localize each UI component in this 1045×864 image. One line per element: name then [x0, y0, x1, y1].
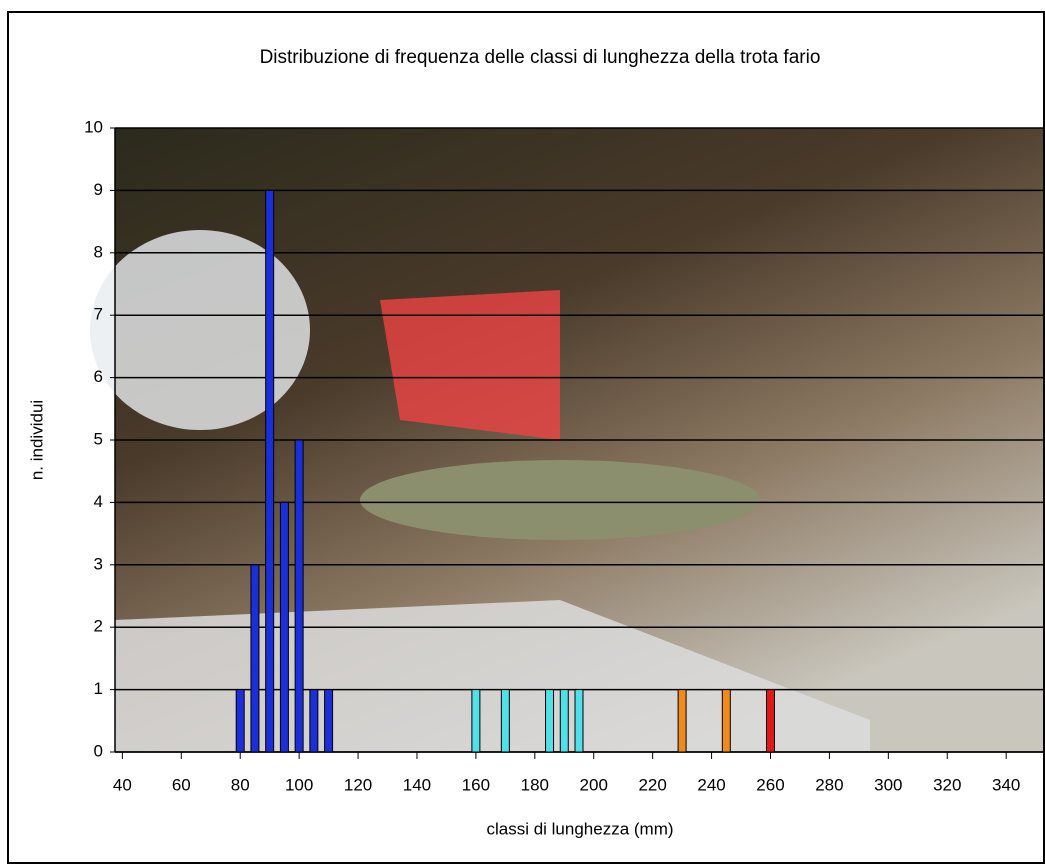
- bar: [235, 689, 245, 753]
- y-tick-label: 3: [94, 554, 103, 573]
- y-tick-label: 4: [94, 492, 103, 511]
- bar: [309, 689, 319, 753]
- photo-bowl: [90, 230, 310, 430]
- x-axis-label: classi di lunghezza (mm): [486, 819, 673, 838]
- x-tick-label: 340: [992, 775, 1020, 794]
- bar: [471, 689, 481, 753]
- x-tick-label: 260: [756, 775, 784, 794]
- x-tick-label: 140: [403, 775, 431, 794]
- photo-vials: [380, 290, 560, 440]
- x-tick-label: 300: [874, 775, 902, 794]
- x-tick-label: 40: [113, 775, 132, 794]
- y-tick-label: 1: [94, 679, 103, 698]
- photo-fish: [360, 460, 760, 540]
- x-tick-label: 320: [933, 775, 961, 794]
- y-tick-label: 8: [94, 242, 103, 261]
- x-tick-label: 280: [815, 775, 843, 794]
- bar: [250, 564, 260, 753]
- y-tick-label: 5: [94, 429, 103, 448]
- bar: [294, 439, 304, 753]
- bar: [765, 689, 775, 753]
- bar: [559, 689, 569, 753]
- bar: [574, 689, 584, 753]
- x-tick-label: 80: [231, 775, 250, 794]
- x-tick-label: 160: [462, 775, 490, 794]
- x-tick-label: 120: [344, 775, 372, 794]
- x-tick-label: 200: [580, 775, 608, 794]
- chart-title: Distribuzione di frequenza delle classi …: [260, 47, 821, 68]
- bar: [279, 501, 289, 753]
- y-axis-label: n. individui: [27, 400, 46, 480]
- bar: [677, 689, 687, 753]
- bar: [500, 689, 510, 753]
- y-tick-label: 2: [94, 617, 103, 636]
- y-tick-label: 10: [84, 117, 103, 136]
- x-tick-label: 180: [521, 775, 549, 794]
- bar: [545, 689, 555, 753]
- y-tick-label: 9: [94, 180, 103, 199]
- x-tick-label: 100: [285, 775, 313, 794]
- y-tick-label: 7: [94, 305, 103, 324]
- y-tick-label: 6: [94, 367, 103, 386]
- x-tick-label: 220: [638, 775, 666, 794]
- bar: [265, 189, 275, 753]
- bar: [721, 689, 731, 753]
- x-tick-label: 240: [697, 775, 725, 794]
- x-tick-label: 60: [172, 775, 191, 794]
- bar: [324, 689, 334, 753]
- y-tick-label: 0: [94, 741, 103, 760]
